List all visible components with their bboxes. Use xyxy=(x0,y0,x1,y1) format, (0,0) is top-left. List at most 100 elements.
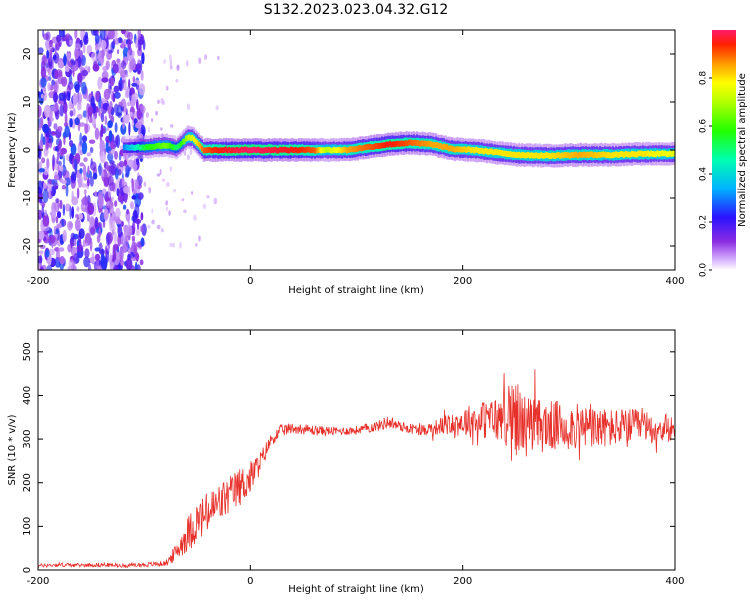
ridge-cell xyxy=(142,144,144,151)
noise-blob xyxy=(123,112,130,124)
ridge-cell xyxy=(527,151,530,158)
noise-blob xyxy=(83,164,87,178)
ridge-cell xyxy=(637,150,640,157)
noise-blob xyxy=(66,91,71,101)
noise-blob xyxy=(57,60,64,69)
y-tick-label: 0 xyxy=(22,147,33,153)
ridge-cell xyxy=(253,146,256,153)
ridge-cell xyxy=(462,146,465,153)
noise-blob xyxy=(74,47,79,60)
noise-blob xyxy=(43,104,51,118)
noise-blob xyxy=(127,101,132,107)
ridge-cell xyxy=(473,147,476,154)
ridge-cell xyxy=(645,150,648,157)
ridge-cell xyxy=(172,144,175,151)
ridge-cell xyxy=(234,147,237,154)
noise-blob xyxy=(160,127,163,131)
noise-blob xyxy=(131,241,135,252)
noise-blob xyxy=(104,245,108,256)
noise-blob xyxy=(40,77,47,88)
noise-blob xyxy=(123,159,127,167)
noise-blob xyxy=(75,213,79,219)
noise-blob xyxy=(168,210,171,217)
ridge-cell xyxy=(408,139,410,146)
ridge-cell xyxy=(145,144,148,150)
noise-blob xyxy=(85,110,89,124)
noise-blob xyxy=(90,51,98,62)
noise-blob xyxy=(87,202,95,215)
ridge-cell xyxy=(616,151,619,158)
noise-blob xyxy=(82,242,89,247)
ridge-cell xyxy=(162,142,165,149)
ridge-cell xyxy=(349,146,352,153)
noise-blob xyxy=(57,126,63,132)
ridge-cell xyxy=(632,151,635,157)
noise-blob xyxy=(38,230,45,240)
ridge-cell xyxy=(215,147,218,153)
noise-blob xyxy=(38,104,42,118)
ridge-cell xyxy=(339,147,342,154)
ridge-cell xyxy=(373,144,375,150)
ridge-cell xyxy=(232,147,235,154)
noise-blob xyxy=(168,54,172,62)
noise-blob xyxy=(54,43,57,54)
noise-blob xyxy=(148,186,152,194)
ridge-cell xyxy=(416,140,418,146)
ridge-cell xyxy=(559,153,562,159)
ridge-cell xyxy=(138,144,141,151)
ridge-cell xyxy=(549,153,552,160)
ridge-cell xyxy=(672,150,675,157)
colorbar-label: Normalized spectral amplitude xyxy=(737,73,748,227)
noise-blob xyxy=(78,228,85,240)
ridge-cell xyxy=(287,147,289,154)
ridge-cell xyxy=(438,143,441,149)
noise-blob xyxy=(112,249,117,261)
ridge-cell xyxy=(208,146,211,153)
ridge-cell xyxy=(267,146,270,153)
ridge-cell xyxy=(196,140,199,146)
noise-blob xyxy=(109,252,112,263)
ridge-cell xyxy=(435,142,438,148)
ridge-cell xyxy=(476,147,479,154)
noise-blob xyxy=(74,218,81,232)
ridge-cell xyxy=(244,146,246,153)
ridge-cell xyxy=(247,147,250,154)
ridge-cell xyxy=(151,143,154,150)
noise-blob xyxy=(121,60,127,70)
noise-blob xyxy=(90,158,93,166)
ridge-cell xyxy=(250,147,253,154)
ridge-cell xyxy=(565,152,568,158)
ridge-cell xyxy=(532,152,535,159)
noise-blob xyxy=(109,163,116,176)
noise-blob xyxy=(62,55,67,66)
noise-blob xyxy=(52,182,59,189)
ridge-cell xyxy=(258,147,261,154)
ridge-cell xyxy=(611,152,614,159)
noise-blob xyxy=(142,39,146,51)
noise-blob xyxy=(86,152,92,157)
noise-blob xyxy=(112,63,119,74)
noise-blob xyxy=(81,69,88,77)
noise-blob xyxy=(107,120,113,129)
ridge-cell xyxy=(495,149,498,155)
ridge-cell xyxy=(403,140,406,147)
ridge-cell xyxy=(662,150,665,157)
ridge-cell xyxy=(124,144,127,151)
noise-blob xyxy=(163,59,166,64)
ridge-cell xyxy=(492,149,495,156)
noise-blob xyxy=(125,257,133,270)
ridge-cell xyxy=(322,147,324,153)
ridge-cell xyxy=(181,138,184,145)
noise-blob xyxy=(120,79,126,84)
ridge-cell xyxy=(312,147,315,153)
noise-blob xyxy=(204,54,208,60)
x-tick-label: 400 xyxy=(665,276,684,287)
noise-blob xyxy=(120,220,124,227)
noise-blob xyxy=(42,189,49,204)
noise-blob xyxy=(193,214,197,221)
noise-blob xyxy=(115,112,122,117)
noise-blob xyxy=(55,198,60,204)
ridge-cell xyxy=(345,147,348,154)
ridge-cell xyxy=(127,144,130,151)
ridge-cell xyxy=(522,152,525,158)
